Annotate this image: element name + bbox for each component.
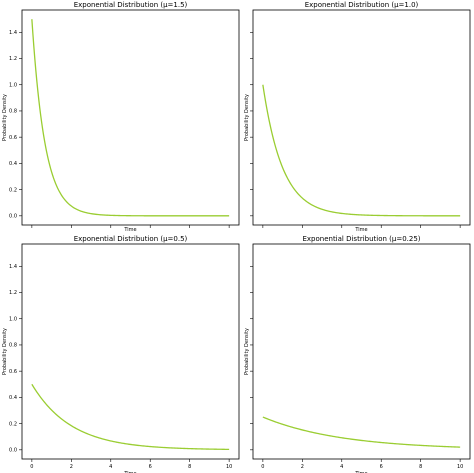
x-tick-label: 4 [109, 464, 112, 470]
y-tick-label: 0.8 [9, 109, 17, 115]
x-tick-label: 8 [419, 464, 422, 470]
subplot-2: Exponential Distribution (μ=1.0) Time Prob… [244, 1, 471, 233]
y-axis-label: Probability Density [2, 94, 8, 141]
y-tick-label: 1.0 [9, 82, 17, 88]
y-tick-label: 0.6 [9, 135, 17, 141]
y-tick-label: 0.4 [9, 395, 17, 401]
subplot-4: Exponential Distribution (μ=0.25) 0 2 4 6 8 10… [244, 235, 471, 473]
y-axis-label: Probability Density [244, 328, 250, 375]
x-tick-label: 8 [188, 464, 191, 470]
x-axis-label: Time [123, 471, 136, 473]
x-tick-label: 0 [261, 464, 264, 470]
subplot-title: Exponential Distribution (μ=1.0) [305, 1, 419, 9]
y-tick-label: 0.4 [9, 161, 17, 167]
plot-frame [252, 243, 471, 460]
x-tick-label: 6 [149, 464, 152, 470]
x-tick-label: 4 [340, 464, 343, 470]
x-tick-label: 0 [30, 464, 33, 470]
subplot-title: Exponential Distribution (μ=0.5) [74, 235, 188, 243]
y-tick-label: 1.2 [9, 290, 17, 296]
x-axis-label: Time [354, 471, 367, 473]
series-line [31, 19, 230, 217]
x-axis-label: Time [354, 227, 367, 233]
x-tick-label: 10 [457, 464, 463, 470]
y-tick-label: 1.4 [9, 30, 17, 36]
subplot-title: Exponential Distribution (μ=0.25) [302, 235, 420, 243]
subplot-title: Exponential Distribution (μ=1.5) [74, 1, 188, 9]
y-tick-label: 0.0 [9, 448, 17, 454]
subplot-1: Exponential Distribution (μ=1.5) 0.0 0.2 0.… [2, 1, 240, 233]
y-tick-label: 0.0 [9, 214, 17, 220]
y-tick-label: 0.6 [9, 369, 17, 375]
x-tick-label: 10 [226, 464, 232, 470]
y-axis-label: Probability Density [2, 328, 8, 375]
y-axis-label: Probability Density [244, 94, 250, 141]
y-tick-label: 0.2 [9, 421, 17, 427]
x-tick-label: 2 [70, 464, 73, 470]
x-tick-label: 2 [301, 464, 304, 470]
y-tick-label: 1.2 [9, 56, 17, 62]
plot-frame [21, 9, 240, 226]
x-tick-label: 6 [380, 464, 383, 470]
plot-frame [21, 243, 240, 460]
series-line [262, 416, 461, 448]
subplot-3: Exponential Distribution (μ=0.5) 0.0 0.2 0.… [2, 235, 240, 473]
plot-frame [252, 9, 471, 226]
y-tick-label: 0.2 [9, 187, 17, 193]
x-axis-label: Time [123, 227, 136, 233]
y-tick-label: 1.4 [9, 264, 17, 270]
series-line [262, 84, 461, 217]
y-tick-label: 1.0 [9, 316, 17, 322]
series-line [31, 383, 230, 451]
y-tick-label: 0.8 [9, 343, 17, 349]
